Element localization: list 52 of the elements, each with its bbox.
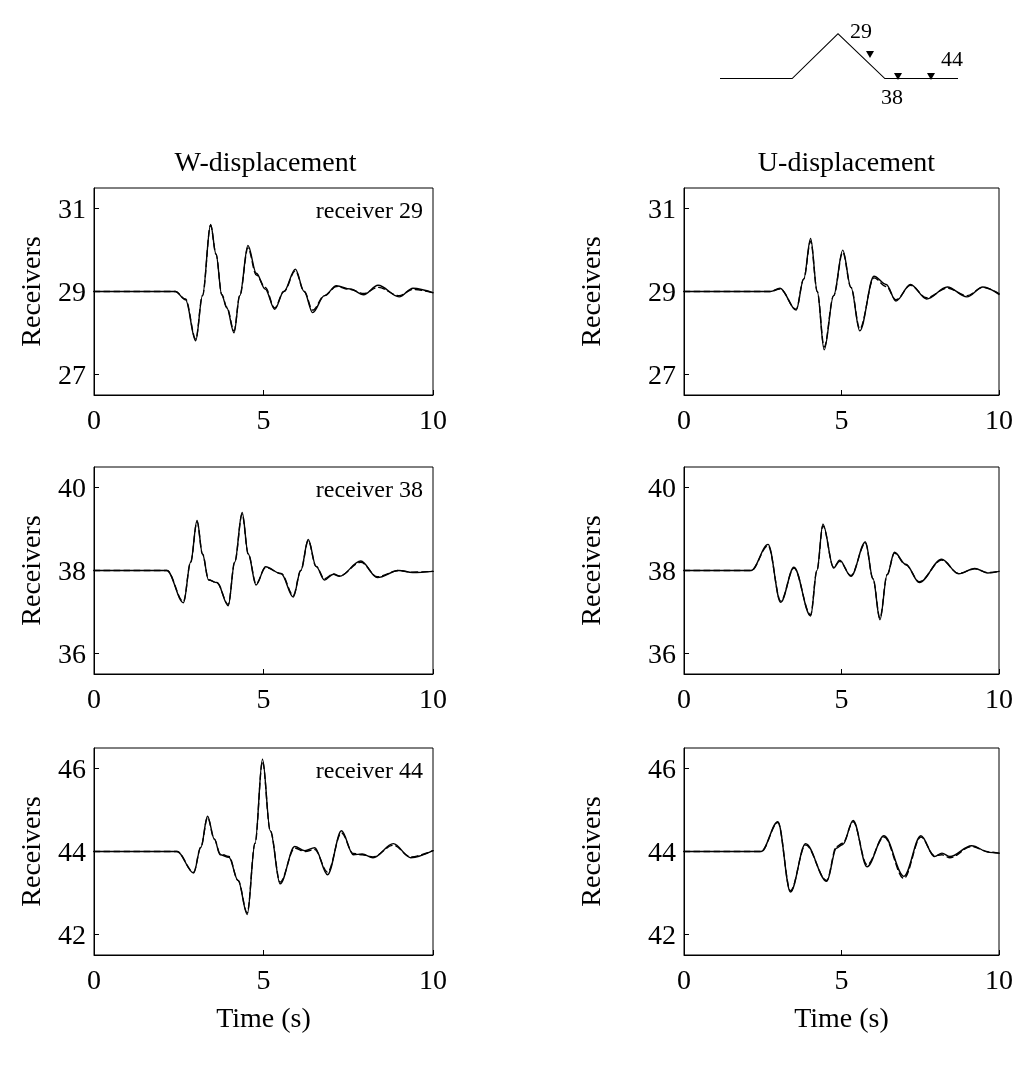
y-tick-label: 29 (648, 276, 676, 307)
x-tick-label: 5 (256, 682, 271, 714)
annotation: receiver 29 (315, 197, 423, 223)
y-tick-label: 42 (58, 918, 86, 950)
y-tick-label: 31 (648, 193, 676, 225)
y-tick-label: 40 (58, 472, 86, 504)
x-tick-label: 5 (256, 963, 271, 995)
text: 29 (850, 18, 872, 43)
x-axis-title: Time (s) (794, 1001, 889, 1033)
y-axis-title: Receivers (574, 236, 606, 347)
y-tick-label: 44 (58, 836, 86, 867)
y-tick-label: 46 (58, 753, 86, 785)
y-tick-label: 38 (58, 555, 86, 586)
y-axis-title: Receivers (574, 515, 606, 626)
x-tick-label: 10 (419, 963, 447, 995)
x-tick-label: 10 (985, 682, 1013, 714)
x-tick-label: 0 (677, 403, 691, 435)
y-tick-label: 46 (648, 753, 676, 785)
chart-title: W-displacement (174, 145, 357, 177)
x-tick-label: 10 (985, 403, 1013, 435)
y-tick-label: 27 (648, 358, 676, 390)
annotation: receiver 44 (315, 757, 423, 783)
y-tick-label: 44 (648, 836, 676, 867)
x-axis-title: Time (s) (216, 1001, 311, 1033)
y-tick-label: 42 (648, 918, 676, 950)
y-tick-label: 36 (648, 637, 676, 669)
x-tick-label: 10 (419, 403, 447, 435)
y-tick-label: 29 (58, 276, 86, 307)
y-axis-title: Receivers (14, 515, 46, 626)
x-tick-label: 5 (834, 403, 849, 435)
annotation: receiver 38 (315, 476, 423, 502)
x-tick-label: 5 (834, 963, 849, 995)
chart-title: U-displacement (757, 145, 936, 177)
x-tick-label: 0 (677, 963, 691, 995)
y-tick-label: 27 (58, 358, 86, 390)
y-tick-label: 38 (648, 555, 676, 586)
x-tick-label: 5 (256, 403, 271, 435)
text: 38 (881, 84, 903, 109)
x-tick-label: 0 (87, 963, 101, 995)
x-tick-label: 0 (677, 682, 691, 714)
y-tick-label: 40 (648, 472, 676, 504)
x-tick-label: 10 (985, 963, 1013, 995)
x-tick-label: 5 (834, 682, 849, 714)
y-axis-title: Receivers (14, 236, 46, 347)
text: 44 (941, 46, 963, 71)
x-tick-label: 0 (87, 403, 101, 435)
y-axis-title: Receivers (14, 796, 46, 907)
x-tick-label: 0 (87, 682, 101, 714)
y-axis-title: Receivers (574, 796, 606, 907)
y-tick-label: 36 (58, 637, 86, 669)
y-tick-label: 31 (58, 193, 86, 225)
x-tick-label: 10 (419, 682, 447, 714)
